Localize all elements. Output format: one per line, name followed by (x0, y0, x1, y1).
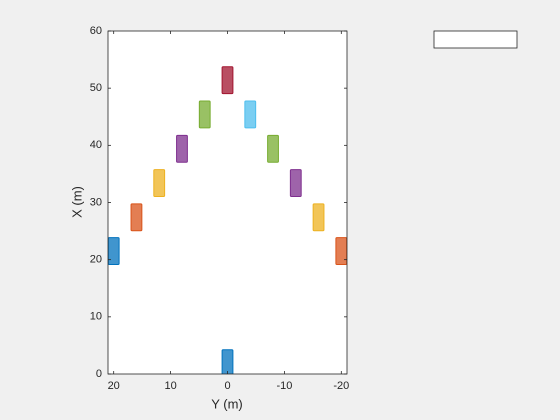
x-tick-label: 40 (90, 139, 102, 151)
x-tick-label: 50 (90, 82, 102, 94)
vehicle (267, 134, 279, 163)
y-tick-label: 10 (164, 380, 176, 392)
vehicle (221, 349, 234, 374)
y-tick-label: -20 (333, 380, 349, 392)
vehicle (221, 66, 234, 95)
x-axis-label: X (m) (69, 186, 84, 218)
vehicle (312, 203, 325, 232)
y-tick-label: -10 (276, 380, 292, 392)
vehicle (130, 203, 143, 232)
x-tick-label: 20 (90, 254, 102, 266)
y-tick-label: 0 (224, 380, 230, 392)
vehicle (198, 100, 211, 129)
x-tick-label: 10 (90, 311, 102, 323)
y-axis-label: Y (m) (211, 396, 243, 411)
vehicle (289, 169, 302, 197)
x-tick-label: 60 (90, 25, 102, 37)
vehicles (108, 66, 347, 374)
x-tick-label: 0 (96, 368, 102, 380)
vehicle (176, 134, 188, 163)
vehicle (108, 237, 120, 266)
legend (433, 30, 518, 49)
vehicle (335, 237, 347, 266)
vehicle (153, 169, 166, 197)
y-tick-label: 20 (108, 380, 120, 392)
vehicle (244, 100, 257, 129)
x-tick-label: 30 (90, 196, 102, 208)
